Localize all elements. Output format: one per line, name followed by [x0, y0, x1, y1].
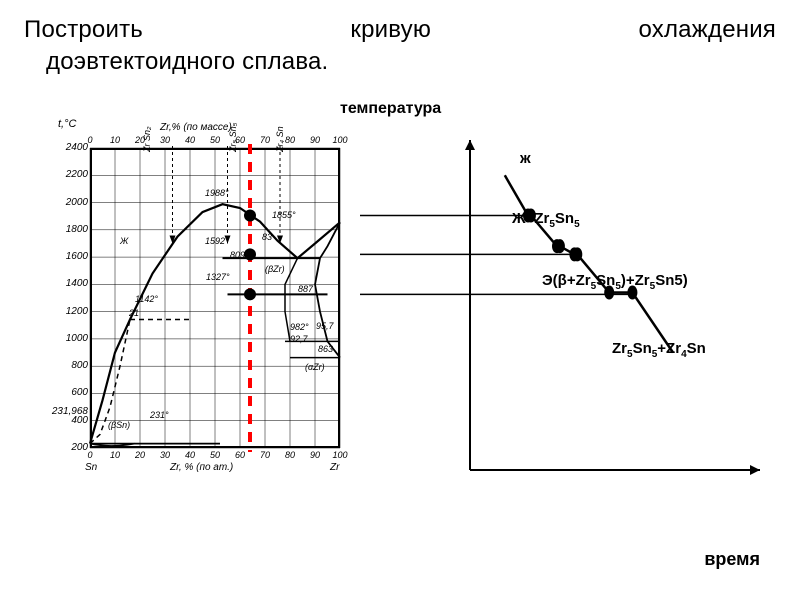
pd-bottom-axis-label: Zr, % (по ат.)	[170, 462, 233, 473]
ann-887: 887	[298, 284, 313, 294]
pd-zr-label: Zr	[330, 462, 339, 473]
pd-ytick-231: 231,968	[48, 406, 88, 417]
title-line-2: доэвтектоидного сплава.	[24, 46, 776, 78]
phase-label-liquid: ж	[520, 150, 531, 167]
ann-bzr: (βZr)	[265, 264, 285, 274]
title-word-1: Построить	[24, 14, 143, 46]
compound-zrsn2-label: Zr Sn₂	[142, 127, 152, 152]
ann-1327: 1327°	[206, 272, 230, 282]
phase-label-liquid_plus: Ж+Zr5Sn5	[512, 210, 580, 230]
ann-863: 863	[318, 344, 333, 354]
ann-1855: 1855°	[272, 210, 296, 220]
ann-1988: 1988°	[205, 188, 229, 198]
pd-svg	[30, 110, 370, 480]
ann-azr: (αZr)	[305, 362, 325, 372]
title-word-2: кривую	[350, 14, 431, 46]
page-title: Построить кривую охлаждения доэвтектоидн…	[24, 14, 776, 79]
ann-83: 83	[262, 232, 272, 242]
ann-zh: Ж	[120, 236, 128, 246]
page: Построить кривую охлаждения доэвтектоидн…	[0, 0, 800, 600]
phase-diagram: Zr,% (по массе) t,°C 2400220020001800160…	[30, 110, 370, 480]
ann-1142: 1142°	[135, 294, 158, 304]
ann-957: 95,7	[316, 321, 334, 331]
compound-zr5sn5-label: Zr₅ Sn₅	[228, 123, 238, 152]
ann-982: 982°	[290, 322, 309, 332]
cooling-curve-svg	[360, 100, 780, 540]
compound-zr4sn-label: Zr₄ Sn	[275, 126, 285, 152]
phase-label-final: Zr5Sn5+Zr4Sn	[612, 340, 706, 360]
ann-231: 231°	[150, 410, 169, 420]
ann-1592: 1592°	[205, 236, 229, 246]
ann-809: 809	[230, 250, 245, 260]
pd-sn-label: Sn	[85, 462, 97, 473]
title-line-1: Построить кривую охлаждения	[24, 14, 776, 46]
title-word-3: охлаждения	[639, 14, 777, 46]
ann-21: 21	[129, 308, 139, 318]
axis-label-time: время	[704, 549, 760, 570]
phase-label-eutectic: Э(β+Zr5Sn5)+Zr5Sn5)	[542, 272, 688, 292]
ann-bsn: (βSn)	[108, 420, 130, 430]
ann-927: 92,7	[290, 334, 308, 344]
